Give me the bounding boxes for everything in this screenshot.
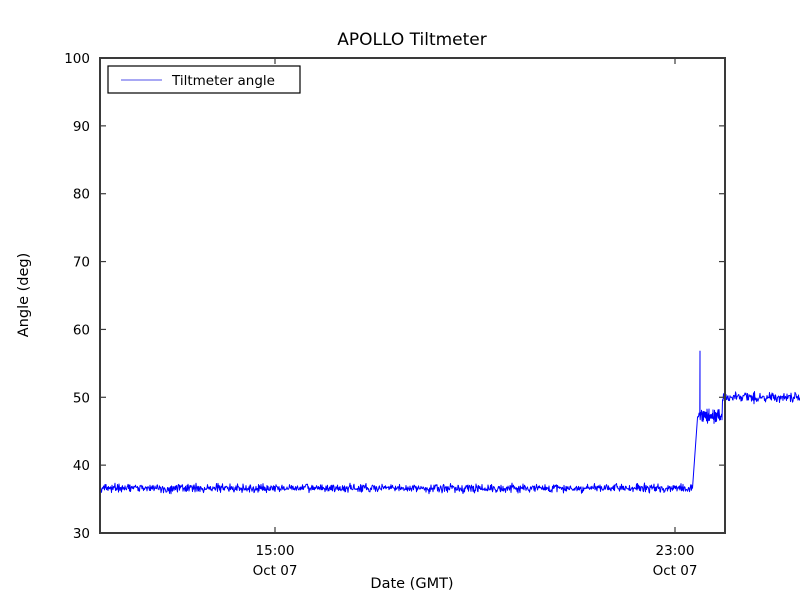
legend-label-tiltmeter-angle: Tiltmeter angle	[171, 73, 275, 89]
y-tick-label: 80	[73, 187, 90, 203]
plot-area-background	[100, 58, 725, 533]
x-axis-label: Date (GMT)	[370, 576, 453, 592]
y-tick-label: 100	[64, 51, 90, 67]
x-tick-label-time: 23:00	[656, 543, 695, 559]
y-tick-label: 70	[73, 255, 90, 271]
series-tiltmeter-angle	[99, 350, 800, 495]
legend[interactable]: Tiltmeter angle	[107, 65, 301, 94]
x-tick-label-date: Oct 07	[253, 563, 298, 579]
y-tick-label: 30	[73, 526, 90, 542]
x-tick-label-time: 15:00	[256, 543, 295, 559]
x-tick-label-date: Oct 07	[653, 563, 698, 579]
y-tick-label: 60	[73, 322, 90, 338]
y-tick-label: 50	[73, 390, 90, 406]
y-axis-ticks: 30 40 50 60 70 80 90 100	[64, 51, 725, 542]
y-tick-label: 90	[73, 119, 90, 135]
chart-title: APOLLO Tiltmeter	[337, 30, 487, 50]
y-tick-label: 40	[73, 458, 90, 474]
axes-frame	[99, 57, 726, 534]
data-series-layer	[99, 350, 800, 495]
y-axis-label: Angle (deg)	[16, 253, 32, 338]
